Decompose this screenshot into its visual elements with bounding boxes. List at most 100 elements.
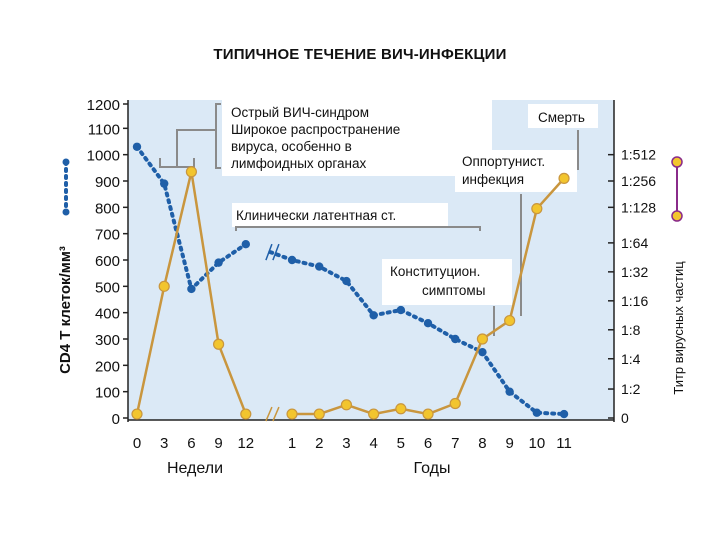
acute-label-line-1: Острый ВИЧ-синдром: [231, 105, 369, 120]
viral-point: [504, 314, 516, 327]
y-axis-label: CD4 T клеток/мм³: [57, 246, 74, 374]
viral-point: [286, 408, 298, 420]
cd4-point: [187, 284, 196, 294]
latent-bracket: [235, 226, 481, 231]
y2-axis-label: Титр вирусных частиц: [671, 261, 686, 395]
y-tick-label: 700: [95, 227, 120, 244]
x-group-label-weeks: Недели: [167, 460, 223, 477]
y-tick-label: 0: [112, 411, 120, 428]
latent-label-bg: [232, 203, 448, 227]
x-group-label-years: Годы: [414, 460, 451, 477]
x-tick-label-week: 6: [187, 435, 195, 452]
x-tick-label-year: 9: [505, 435, 513, 452]
y2-tick-label: 1:64: [621, 235, 648, 251]
cd4-point: [532, 408, 542, 417]
y-tick-label: 1200: [87, 97, 120, 114]
x-tick-label-week: 0: [133, 435, 141, 452]
acute-label-bg: [222, 100, 492, 176]
viral-point: [531, 203, 543, 215]
x-tick-label-year: 5: [397, 435, 405, 452]
y2-tick-label: 1:256: [621, 173, 656, 189]
viral-point: [558, 172, 570, 184]
y-tick-label: 1100: [88, 121, 120, 138]
legend-cd4-icon: [62, 158, 70, 216]
y2-tick-label: 1:128: [621, 199, 656, 215]
constitutional-label-line-2: симптомы: [422, 283, 485, 298]
x-tick-label-year: 10: [528, 435, 545, 452]
cd4-series-line: [268, 250, 567, 417]
viral-point: [158, 280, 170, 292]
death-label: Смерть: [538, 110, 585, 125]
acute-label-line-4: лимфоидных органах: [231, 156, 367, 171]
viral-point: [313, 408, 325, 420]
legend-viral-icon: [671, 156, 683, 222]
x-tick-label-year: 3: [342, 435, 350, 452]
cd4-point: [478, 347, 487, 357]
y2-tick-label: 1:2: [621, 381, 641, 397]
viral-point: [213, 338, 225, 350]
y2-tick-label: 1:16: [621, 293, 648, 309]
death-label-bg: [528, 104, 598, 128]
cd4-point: [369, 311, 378, 320]
y2-tick-label: 1:512: [621, 147, 656, 163]
x-tick-label-week: 9: [214, 435, 222, 452]
cd4-point: [451, 334, 460, 344]
y2-tick-label: 1:8: [621, 322, 641, 338]
constitutional-label-line-1: Конституцион.: [390, 264, 480, 279]
viral-break-mark: [265, 406, 273, 422]
viral-point: [131, 408, 143, 420]
acute-bracket: [159, 129, 215, 168]
cd4-point: [315, 262, 324, 271]
opportunistic-label-line-1: Оппортунист.: [462, 154, 545, 169]
cd4-point: [214, 258, 223, 267]
y-tick-label: 100: [95, 385, 120, 402]
y-tick-label: 800: [95, 200, 120, 217]
cd4-point: [559, 409, 569, 419]
x-tick-label-year: 4: [369, 435, 377, 452]
x-tick-label-year: 2: [315, 435, 323, 452]
cd4-point: [241, 240, 250, 249]
latent-label: Клинически латентная ст.: [236, 208, 396, 223]
chart-title: ТИПИЧНОЕ ТЕЧЕНИЕ ВИЧ-ИНФЕКЦИИ: [213, 46, 507, 63]
constitutional-label-bg: [382, 259, 512, 305]
y2-tick-label: 1:4: [621, 351, 641, 367]
cd4-point: [342, 276, 351, 286]
viral-point: [240, 408, 252, 420]
acute-label-line-2: Широкое распространение: [231, 122, 400, 137]
cd4-point: [505, 387, 514, 396]
viral-break-mark: [272, 406, 280, 422]
y-tick-label: 500: [95, 279, 120, 296]
y-tick-label: 600: [95, 253, 120, 270]
viral-point: [368, 408, 380, 420]
viral-point: [395, 403, 407, 415]
opportunistic-label-line-2: инфекция: [462, 172, 524, 187]
viral-point: [185, 166, 197, 178]
x-tick-label-year: 8: [478, 435, 486, 452]
cd4-point: [287, 255, 297, 265]
x-tick-label-week: 12: [237, 435, 254, 452]
y-tick-label: 300: [95, 332, 120, 349]
cd4-point: [423, 319, 433, 328]
cd4-break-mark: [272, 243, 280, 261]
y-tick-label: 900: [95, 174, 120, 191]
acute-label-line-3: вируса, особенно в: [231, 139, 352, 154]
cd4-point: [396, 305, 406, 315]
y-tick-label: 200: [95, 358, 120, 375]
viral-point: [476, 333, 489, 345]
viral-point: [449, 397, 461, 410]
x-tick-label-year: 7: [451, 435, 459, 452]
acute-label-bracket: [215, 103, 221, 169]
x-tick-label-week: 3: [160, 435, 168, 452]
x-tick-label-year: 11: [556, 435, 572, 452]
cd4-point: [160, 179, 169, 188]
y-tick-label: 400: [95, 306, 120, 323]
x-tick-label-year: 6: [424, 435, 432, 452]
cd4-point: [132, 142, 142, 151]
y2-tick-label: 1:32: [621, 264, 648, 280]
x-tick-label-year: 1: [288, 435, 296, 452]
cd4-break-mark: [265, 243, 273, 261]
y2-tick-label: 0: [621, 410, 629, 426]
viral-point: [422, 408, 434, 420]
y-tick-label: 1000: [87, 148, 120, 165]
